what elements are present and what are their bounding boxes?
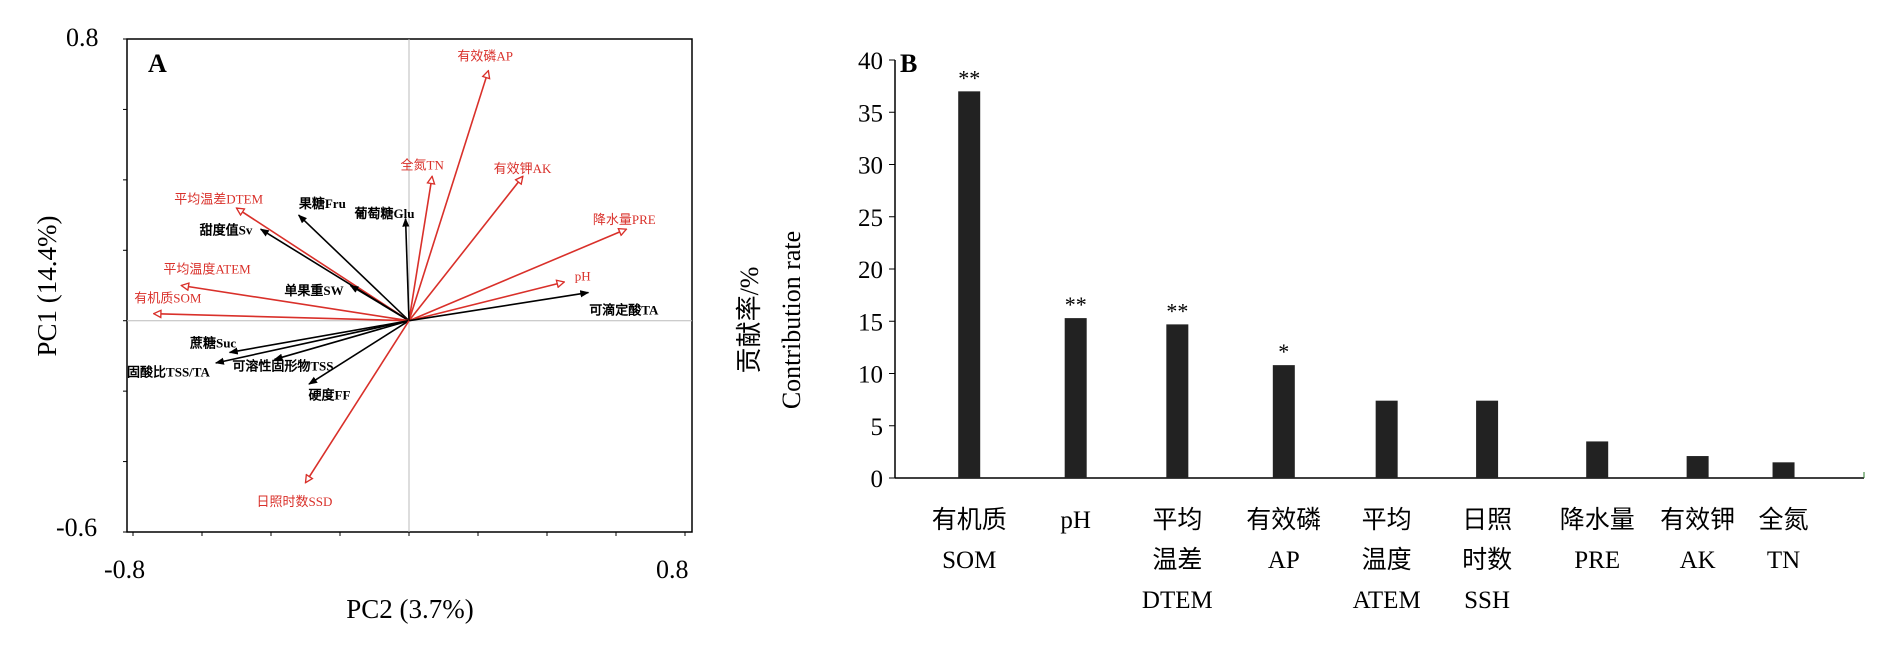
vector-label: 甜度值Sv <box>200 223 253 238</box>
category-label: TN <box>1767 547 1800 574</box>
y-tick-label: 10 <box>858 362 883 389</box>
loading-vector <box>308 320 410 385</box>
loading-vector <box>214 319 410 365</box>
x-axis-label: PC2 (3.7%) <box>346 594 474 624</box>
vector-label: 单果重SW <box>284 283 343 298</box>
loading-vector <box>402 217 410 321</box>
vector-label: 有效钾AK <box>494 161 552 176</box>
vector-label: 有机质SOM <box>134 291 202 306</box>
loading-vector <box>408 176 432 321</box>
category-label: 温度 <box>1362 546 1412 574</box>
contribution-bar-panel: B 贡献率/% Contribution rate 0 5 10 15 20 25 30 35… <box>735 48 1865 614</box>
category-label: SSH <box>1464 587 1510 614</box>
bar <box>1375 400 1398 478</box>
loading-vector <box>273 319 410 361</box>
pca-biplot-panel: A 0.8 -0.6 -0.8 0.8 PC2 (3.7%) PC1 (14.4… <box>32 23 693 624</box>
vector-label: 固酸比TSS/TA <box>127 364 210 379</box>
vector-label: 平均温度ATEM <box>163 261 251 276</box>
category-label: 时数 <box>1462 546 1512 574</box>
bar <box>1772 462 1795 478</box>
category-label: 日照 <box>1462 507 1512 534</box>
panel-label-b: B <box>900 49 917 78</box>
y-tick-bottom: -0.6 <box>56 513 97 542</box>
category-label: 降水量 <box>1560 506 1635 534</box>
loading-vector <box>408 282 564 322</box>
category-label: DTEM <box>1142 587 1213 614</box>
category-label: 有效钾 <box>1660 506 1735 534</box>
vector-label: 果糖Fru <box>298 196 346 211</box>
loading-vector <box>237 208 410 322</box>
loading-vector <box>408 71 488 321</box>
loading-vector <box>349 284 410 322</box>
vector-label: 可滴定酸TA <box>589 303 659 318</box>
loading-vector <box>154 314 410 322</box>
y-tick-label: 35 <box>858 100 883 127</box>
vector-label: 硬度FF <box>309 387 351 402</box>
bar <box>1586 441 1609 478</box>
loading-vector <box>228 319 410 355</box>
bar <box>1476 400 1499 478</box>
vector-label: 降水量PRE <box>593 212 656 227</box>
vector-label: 日照时数SSD <box>257 494 333 509</box>
significance-marker: ** <box>958 65 980 90</box>
significance-marker: ** <box>1065 292 1087 317</box>
y-tick-label: 0 <box>871 466 884 493</box>
bar <box>1272 365 1295 478</box>
category-label: AK <box>1680 547 1716 574</box>
x-tick-left: -0.8 <box>104 555 145 584</box>
y-tick-label: 25 <box>858 205 883 232</box>
category-label: ATEM <box>1353 587 1421 614</box>
y-tick-top: 0.8 <box>66 23 99 52</box>
category-label: SOM <box>942 547 996 574</box>
bar <box>1166 324 1189 478</box>
category-label: PRE <box>1574 547 1620 574</box>
bar <box>1064 318 1087 478</box>
vector-label: 平均温差DTEM <box>174 191 263 206</box>
y-axis-label-en: Contribution rate <box>777 231 806 409</box>
category-label: 有机质 <box>932 506 1007 534</box>
vector-label: 全氮TN <box>401 157 445 172</box>
loading-vector <box>306 320 410 483</box>
category-label: 有效磷 <box>1246 506 1321 534</box>
vector-label: 葡萄糖Glu <box>354 206 415 221</box>
y-tick-label: 15 <box>858 309 883 336</box>
bar <box>958 91 981 478</box>
loading-vector <box>408 176 523 322</box>
loading-vector <box>408 290 590 322</box>
vector-label: 有效磷AP <box>457 49 513 64</box>
vector-label: 可溶性固形物TSS <box>232 358 333 373</box>
category-label: 温差 <box>1152 546 1202 574</box>
category-label: AP <box>1268 547 1300 574</box>
y-tick-label: 30 <box>858 153 883 180</box>
category-label: 平均 <box>1152 506 1202 534</box>
category-label: 平均 <box>1362 506 1412 534</box>
panel-label-a: A <box>148 49 167 78</box>
category-label: pH <box>1060 507 1091 534</box>
vector-label: 蔗糖Suc <box>189 335 236 350</box>
vector-label: pH <box>575 269 591 284</box>
y-tick-label: 40 <box>858 48 883 75</box>
loading-vector <box>297 214 410 322</box>
y-tick-label: 20 <box>858 257 883 284</box>
y-axis-label-cn: 贡献率/% <box>735 267 764 374</box>
category-label: 全氮 <box>1759 506 1809 534</box>
significance-marker: ** <box>1166 298 1188 323</box>
bar <box>1686 456 1709 478</box>
x-tick-right: 0.8 <box>656 555 689 584</box>
y-axis-label: PC1 (14.4%) <box>32 216 62 357</box>
loading-vector <box>408 229 626 322</box>
loading-vector <box>181 286 410 322</box>
y-tick-label: 5 <box>871 414 884 441</box>
significance-marker: * <box>1278 339 1289 364</box>
